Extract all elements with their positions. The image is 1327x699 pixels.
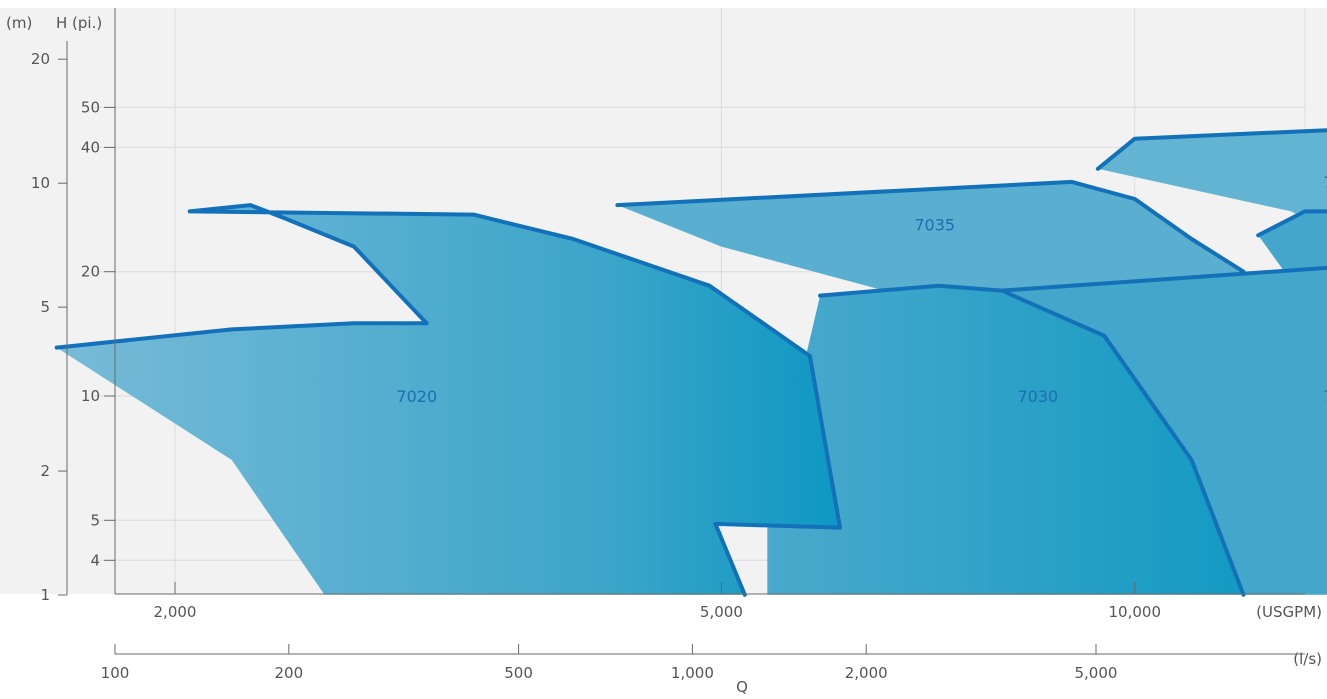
ls-tick-label-200: 200 — [274, 664, 303, 682]
region-label-7020: 7020 — [396, 387, 437, 406]
y-axis-title: H (pi.) — [56, 14, 102, 32]
m-tick-label-5: 5 — [40, 298, 50, 316]
ls-tick-label-1-000: 1,000 — [671, 664, 714, 682]
curve-7040 — [999, 265, 1327, 293]
curve-7030 — [818, 283, 1246, 597]
y-tick-label-40: 40 — [81, 138, 100, 156]
m-tick-label-2: 2 — [40, 462, 50, 480]
x-secondary-unit-label: (l/s) — [1293, 650, 1322, 668]
region-label-7035: 7035 — [914, 216, 955, 235]
area-7020 — [56, 205, 840, 595]
ls-tick-label-2-000: 2,000 — [845, 664, 888, 682]
ls-tick-label-5-000: 5,000 — [1075, 664, 1118, 682]
series-7035 — [615, 179, 1246, 301]
region-label-7061: 7061 — [1324, 173, 1327, 192]
m-tick-label-1: 1 — [40, 586, 50, 604]
y-secondary-unit-label: (m) — [6, 14, 32, 32]
curve-7061 — [1095, 128, 1327, 171]
y-tick-label-4: 4 — [90, 551, 100, 569]
curve-7020 — [54, 203, 842, 597]
series-7061 — [1095, 128, 1327, 232]
y-tick-label-20: 20 — [81, 263, 100, 281]
m-tick-label-20: 20 — [31, 50, 50, 68]
series-7020 — [54, 203, 842, 597]
series-layer — [54, 128, 1327, 597]
x-primary-unit-label: (USGPM) — [1256, 603, 1322, 621]
area-7035 — [617, 181, 1244, 301]
x-tick-label-10-000: 10,000 — [1109, 603, 1162, 621]
x-axis-title: Q — [736, 678, 748, 695]
label-layer: 7121712571017105708170617065703570407030… — [396, 173, 1327, 406]
y-tick-label-50: 50 — [81, 98, 100, 116]
region-label-7030: 7030 — [1017, 387, 1058, 406]
y-tick-label-10: 10 — [81, 387, 100, 405]
area-7030 — [767, 285, 1244, 595]
ls-tick-label-500: 500 — [504, 664, 533, 682]
x-tick-label-2-000: 2,000 — [154, 603, 197, 621]
axis-layer: 4 5 10 20 40 50 1 2 5 10 20 (m) H (pi.) 2,000 5,000 10,… — [6, 8, 1322, 696]
x-tick-label-5-000: 5,000 — [700, 603, 743, 621]
series-7030 — [767, 283, 1246, 597]
y-tick-label-5: 5 — [90, 511, 100, 529]
region-label-7040: 7040 — [1324, 387, 1327, 406]
m-tick-label-10: 10 — [31, 174, 50, 192]
ls-tick-label-100: 100 — [101, 664, 130, 682]
curve-7035 — [615, 179, 1246, 274]
area-7061 — [1097, 130, 1327, 232]
curve-7065 — [1256, 209, 1327, 238]
